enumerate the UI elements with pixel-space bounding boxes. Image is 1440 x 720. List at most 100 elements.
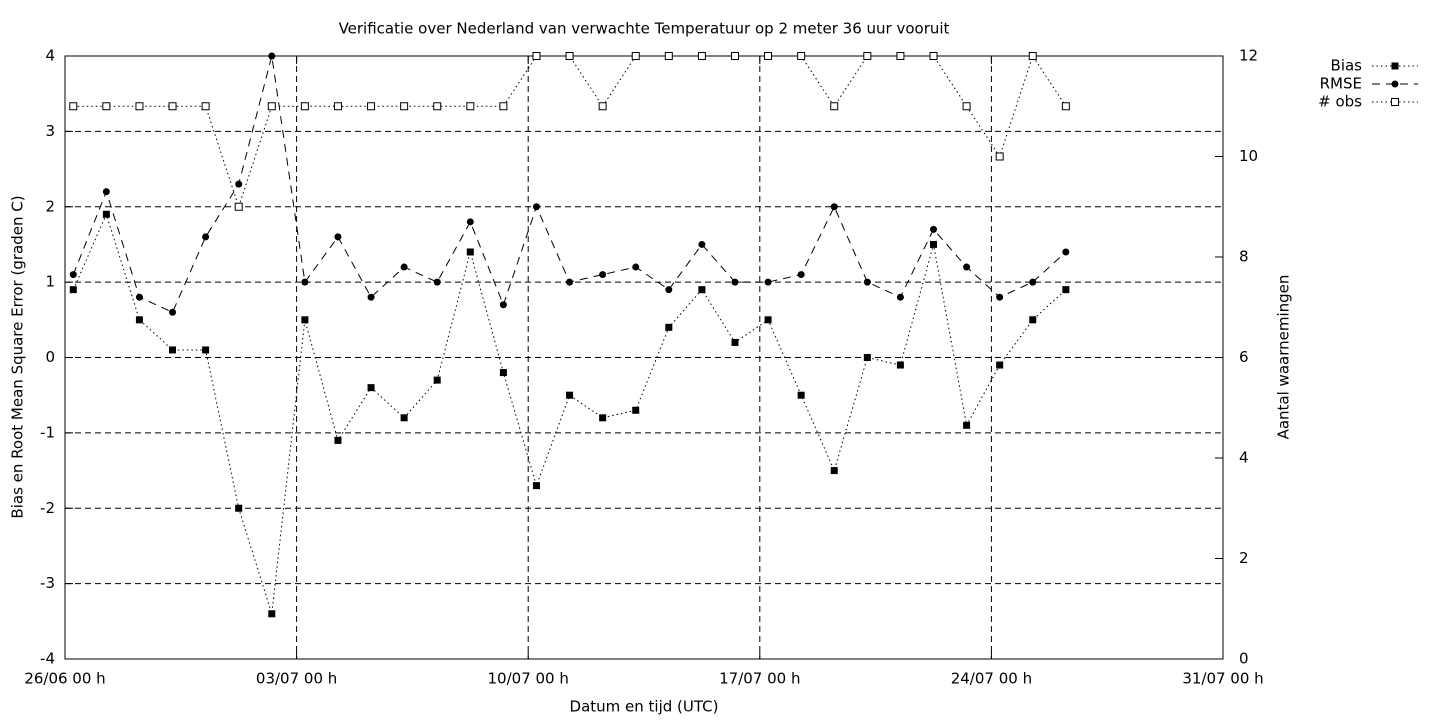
- point: [301, 316, 309, 324]
- x-tick-label: 03/07 00 h: [256, 670, 337, 688]
- point: [135, 293, 143, 301]
- point: [433, 102, 442, 111]
- point: [665, 286, 673, 294]
- legend-label: RMSE: [1320, 75, 1362, 93]
- legend-marker: [1391, 98, 1399, 106]
- point: [466, 218, 474, 226]
- point: [830, 467, 838, 475]
- point: [334, 436, 342, 444]
- point: [962, 102, 971, 111]
- point: [830, 203, 838, 211]
- point: [963, 421, 971, 429]
- point: [268, 610, 276, 618]
- point: [466, 248, 474, 256]
- point: [566, 391, 574, 399]
- point: [1029, 316, 1037, 324]
- point: [466, 102, 475, 111]
- y-tick-label: -4: [40, 650, 55, 668]
- x-tick-label: 24/07 00 h: [951, 670, 1032, 688]
- point: [632, 263, 640, 271]
- point: [598, 102, 607, 111]
- point: [697, 52, 706, 60]
- point: [102, 102, 111, 111]
- point: [433, 278, 441, 286]
- point: [731, 338, 739, 346]
- point: [300, 102, 309, 111]
- point: [334, 233, 342, 241]
- point: [367, 384, 375, 392]
- point: [863, 354, 871, 361]
- point: [1062, 286, 1070, 294]
- y2-tick-label: 4: [1239, 449, 1249, 467]
- y-tick-label: -3: [40, 574, 55, 592]
- y-tick-label: 1: [45, 273, 55, 291]
- point: [566, 278, 574, 286]
- y2-tick-label: 12: [1239, 47, 1258, 65]
- point: [995, 152, 1004, 161]
- point: [201, 102, 210, 111]
- point: [532, 203, 540, 211]
- point: [499, 369, 507, 377]
- point: [202, 233, 210, 241]
- y-axis-label: Bias en Root Mean Square Error (graden C…: [9, 195, 27, 518]
- point: [698, 286, 706, 294]
- chart-title: Verificatie over Nederland van verwachte…: [339, 20, 950, 38]
- legend-label: Bias: [1331, 57, 1363, 75]
- point: [169, 308, 177, 316]
- point: [333, 102, 342, 111]
- point: [565, 52, 574, 60]
- point: [632, 406, 640, 414]
- y-tick-label: -1: [40, 423, 55, 441]
- point: [367, 102, 376, 111]
- x-tick-label: 17/07 00 h: [719, 670, 800, 688]
- point: [996, 293, 1004, 301]
- point: [1061, 102, 1070, 111]
- point: [1029, 278, 1037, 286]
- point: [764, 52, 773, 60]
- point: [1062, 248, 1070, 256]
- y-tick-label: -2: [40, 499, 55, 517]
- point: [234, 202, 243, 211]
- x-tick-label: 31/07 00 h: [1182, 670, 1263, 688]
- point: [202, 346, 210, 354]
- point: [698, 240, 706, 248]
- legend-label: # obs: [1318, 93, 1362, 111]
- point: [599, 414, 607, 422]
- point: [830, 102, 839, 111]
- point: [267, 102, 276, 111]
- point: [532, 482, 540, 490]
- y2-tick-label: 6: [1239, 348, 1249, 366]
- point: [135, 316, 143, 324]
- y-tick-label: 4: [45, 47, 55, 65]
- y-tick-label: 3: [45, 122, 55, 140]
- point: [102, 188, 110, 196]
- legend-marker: [1391, 80, 1399, 88]
- point: [400, 263, 408, 271]
- y-tick-label: 2: [45, 197, 55, 215]
- point: [135, 102, 144, 111]
- point: [730, 52, 739, 60]
- point: [102, 210, 110, 218]
- y-tick-label: 0: [45, 348, 55, 366]
- y2-axis-label: Aantal waarnemingen: [1275, 275, 1293, 440]
- point: [69, 286, 77, 294]
- point: [731, 278, 739, 286]
- point: [963, 263, 971, 271]
- point: [929, 52, 938, 60]
- y2-tick-label: 8: [1239, 248, 1249, 266]
- y2-tick-label: 2: [1239, 549, 1249, 567]
- series-line: [72, 55, 1067, 313]
- y2-tick-label: 10: [1239, 147, 1258, 165]
- point: [863, 278, 871, 286]
- point: [631, 52, 640, 60]
- point: [863, 52, 872, 60]
- point: [532, 52, 541, 60]
- point: [797, 391, 805, 399]
- point: [797, 52, 806, 60]
- point: [599, 271, 607, 279]
- series-line: [72, 212, 1067, 614]
- point: [367, 293, 375, 301]
- point: [996, 361, 1004, 369]
- point: [433, 376, 441, 384]
